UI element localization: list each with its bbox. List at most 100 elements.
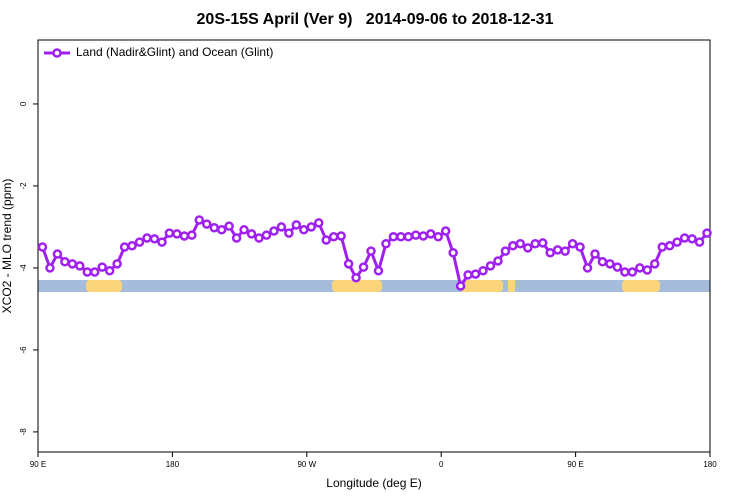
data-point — [493, 256, 503, 266]
data-point — [358, 262, 369, 272]
x-tick-label: 180 — [703, 460, 717, 469]
data-point — [448, 248, 458, 258]
data-point — [530, 238, 541, 249]
data-point — [45, 263, 55, 273]
data-point — [231, 233, 242, 243]
data-point — [149, 234, 160, 244]
data-point — [104, 266, 115, 276]
data-point — [254, 233, 264, 243]
data-point — [575, 242, 585, 252]
data-point — [478, 266, 488, 276]
data-point — [605, 259, 615, 269]
data-point — [89, 267, 100, 277]
data-point — [455, 281, 466, 291]
y-tick-label: -4 — [19, 264, 28, 272]
data-point — [657, 242, 667, 252]
data-point — [687, 234, 697, 244]
data-point — [343, 259, 354, 269]
y-axis-label: XCO2 - MLO trend (ppm) — [0, 179, 14, 314]
data-point — [411, 230, 421, 240]
y-tick-label: -8 — [19, 428, 28, 436]
y-tick-label: 0 — [19, 101, 28, 106]
data-point — [597, 257, 608, 267]
data-point — [418, 231, 429, 241]
data-point — [52, 249, 63, 259]
data-point — [403, 232, 414, 242]
data-point — [672, 237, 682, 247]
data-point — [679, 233, 690, 243]
data-point — [284, 228, 294, 238]
data-point — [172, 229, 182, 239]
x-tick-label: 90 W — [297, 460, 316, 469]
land-patch — [332, 280, 382, 292]
data-point — [291, 220, 302, 230]
data-point — [463, 270, 473, 280]
data-point — [157, 237, 167, 247]
chart-title: 20S-15S April (Ver 9) 2014-09-06 to 2018… — [197, 11, 554, 28]
data-point — [75, 261, 85, 271]
data-point — [37, 242, 48, 252]
data-point — [336, 231, 346, 241]
data-point — [216, 225, 227, 235]
data-point — [97, 262, 107, 272]
y-tick-label: -2 — [19, 182, 28, 190]
data-point — [612, 262, 623, 272]
data-point — [187, 230, 197, 240]
data-point — [67, 259, 78, 269]
data-point — [396, 232, 406, 242]
data-point — [82, 267, 93, 277]
data-point — [366, 246, 376, 256]
data-point — [119, 242, 130, 252]
data-point — [642, 265, 653, 275]
data-point — [194, 215, 205, 225]
x-tick-label: 180 — [166, 460, 180, 469]
land-patch — [86, 280, 122, 292]
data-point — [313, 218, 324, 228]
data-point — [246, 229, 257, 239]
data-point — [470, 269, 481, 279]
data-point — [523, 243, 533, 253]
data-point — [261, 230, 272, 240]
land-patch — [622, 280, 660, 292]
data-point — [388, 232, 399, 242]
data-point — [239, 225, 249, 235]
data-point — [620, 267, 630, 277]
data-point — [127, 241, 137, 251]
data-point — [567, 238, 578, 249]
data-point — [306, 222, 317, 232]
data-point — [179, 231, 190, 241]
data-point — [381, 238, 391, 249]
data-point — [299, 225, 309, 235]
data-point — [537, 238, 548, 248]
y-tick-label: -6 — [19, 346, 28, 354]
data-point — [224, 221, 234, 231]
data-point — [321, 235, 331, 245]
data-point — [164, 228, 175, 238]
data-point — [328, 232, 339, 242]
data-point — [635, 263, 645, 273]
data-point — [552, 245, 563, 255]
data-point — [590, 249, 600, 259]
data-point — [351, 273, 361, 283]
data-point — [500, 246, 511, 256]
data-point — [433, 232, 443, 242]
data-point — [515, 238, 526, 249]
x-tick-label: 90 E — [30, 460, 46, 469]
data-point — [545, 248, 555, 258]
data-point — [649, 259, 660, 269]
data-point — [276, 222, 287, 232]
data-point — [112, 259, 122, 269]
land-patch — [460, 280, 503, 292]
land-patch — [508, 280, 515, 292]
data-point — [508, 241, 518, 251]
data-point — [134, 237, 145, 247]
data-point — [373, 266, 384, 276]
data-point — [142, 233, 152, 243]
data-point — [702, 228, 712, 238]
data-point — [627, 267, 638, 277]
legend-label: Land (Nadir&Glint) and Ocean (Glint) — [76, 45, 273, 59]
data-point — [440, 226, 451, 236]
data-point — [560, 246, 570, 256]
